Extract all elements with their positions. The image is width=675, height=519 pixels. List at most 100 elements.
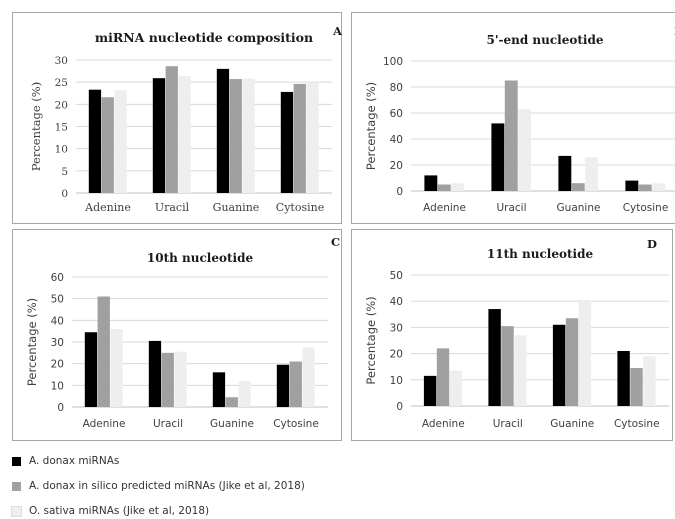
y-tick-label: 40 xyxy=(51,315,64,327)
chart-panel-a: 0 5 10 15 20 25 30 Percentage (%) miRNA nucleoti… xyxy=(12,12,343,224)
legend-item-series-3: O. sativa miRNAs (Jike et al, 2018) xyxy=(11,504,210,518)
bar-adenine-series-1 xyxy=(84,332,98,407)
x-category-label: Cytosine xyxy=(623,202,669,214)
bar-guanine-series-2 xyxy=(565,318,579,406)
y-tick-label: 20 xyxy=(51,359,64,371)
y-tick-label: 25 xyxy=(55,77,68,89)
y-tick-label: 0 xyxy=(396,401,403,413)
chart-title: 10th nucleotide xyxy=(147,251,254,265)
x-category-label: Cytosine xyxy=(276,201,324,214)
bar-adenine-series-2 xyxy=(436,348,450,406)
y-axis-label: Percentage (%) xyxy=(364,296,378,384)
bar-guanine-series-1 xyxy=(552,324,566,406)
bar-guanine-series-1 xyxy=(212,372,226,407)
y-axis-label: Percentage (%) xyxy=(29,82,43,171)
y-tick-label: 20 xyxy=(390,349,403,361)
y-tick-label: 0 xyxy=(61,188,68,200)
chart-svg-d: 0 10 20 30 40 50 Percentage (%) 11th nucleotide… xyxy=(351,229,673,441)
legend-label-series-2: A. donax in silico predicted miRNAs (Jik… xyxy=(29,480,305,492)
bar-uracil-series-1 xyxy=(148,340,162,407)
bar-cytosine-series-1 xyxy=(625,180,639,191)
y-tick-label: 50 xyxy=(390,270,403,282)
bar-guanine-series-1 xyxy=(558,155,572,191)
y-tick-label: 5 xyxy=(61,166,68,178)
bar-uracil-series-3 xyxy=(518,109,532,191)
bar-guanine-series-3 xyxy=(578,299,592,406)
bar-guanine-series-3 xyxy=(242,78,255,193)
panel-letter: C xyxy=(331,235,340,249)
y-tick-label: 20 xyxy=(55,99,68,111)
bar-adenine-series-2 xyxy=(97,296,110,407)
y-axis-label: Percentage (%) xyxy=(25,298,39,386)
legend-item-series-2: A. donax in silico predicted miRNAs (Jik… xyxy=(12,479,305,493)
panel-letter: A xyxy=(332,24,343,38)
bar-cytosine-series-3 xyxy=(643,356,656,406)
x-category-label: Adenine xyxy=(84,201,131,214)
y-tick-label: 0 xyxy=(396,186,403,198)
y-tick-label: 20 xyxy=(390,160,403,172)
chart-title: miRNA nucleotide composition xyxy=(95,30,313,45)
bar-adenine-series-3 xyxy=(449,370,463,406)
x-category-label: Guanine xyxy=(557,202,601,214)
x-category-label: Guanine xyxy=(550,418,594,430)
bar-adenine-series-1 xyxy=(88,89,102,193)
chart-panel-c: 0 10 20 30 40 50 60 Percentage (%) 10th nucleoti… xyxy=(12,229,342,441)
bar-adenine-series-2 xyxy=(101,97,114,193)
bar-uracil-series-2 xyxy=(165,66,178,193)
x-category-label: Adenine xyxy=(422,418,465,430)
y-tick-label: 30 xyxy=(55,55,68,67)
bar-uracil-series-1 xyxy=(488,309,501,406)
y-tick-label: 30 xyxy=(390,322,403,334)
y-tick-label: 80 xyxy=(390,82,403,94)
chart-svg-b: 0 20 40 60 80 100 Percentage (%) 5'-end nucleot… xyxy=(351,12,675,224)
bar-uracil-series-3 xyxy=(178,75,191,193)
y-tick-label: 10 xyxy=(55,144,68,156)
bar-guanine-series-3 xyxy=(585,157,599,191)
bar-uracil-series-2 xyxy=(161,352,174,407)
legend-label-series-3: O. sativa miRNAs (Jike et al, 2018) xyxy=(29,505,210,517)
legend-label-series-1: A. donax miRNAs xyxy=(29,455,120,467)
bar-cytosine-series-2 xyxy=(289,361,302,407)
x-category-label: Cytosine xyxy=(273,418,319,430)
x-category-label: Cytosine xyxy=(614,418,660,430)
y-tick-label: 10 xyxy=(51,380,64,392)
bar-cytosine-series-1 xyxy=(276,364,290,407)
y-tick-label: 15 xyxy=(55,122,68,134)
bar-uracil-series-2 xyxy=(501,326,514,406)
bar-adenine-series-1 xyxy=(424,175,438,191)
bar-adenine-series-3 xyxy=(114,90,127,193)
chart-title: 11th nucleotide xyxy=(487,247,594,261)
x-category-label: Guanine xyxy=(210,418,254,430)
bar-adenine-series-1 xyxy=(423,375,437,406)
bar-guanine-series-2 xyxy=(225,397,238,407)
bar-cytosine-series-2 xyxy=(293,83,306,193)
bar-guanine-series-2 xyxy=(229,79,242,193)
x-category-label: Uracil xyxy=(153,418,183,430)
bar-cytosine-series-2 xyxy=(638,184,652,191)
y-tick-label: 100 xyxy=(383,56,403,68)
legend-swatch-series-3 xyxy=(11,505,22,517)
legend-item-series-1: A. donax miRNAs xyxy=(12,454,119,468)
x-category-label: Guanine xyxy=(213,201,260,214)
legend-swatch-series-1 xyxy=(12,456,21,466)
bar-adenine-series-3 xyxy=(110,329,123,407)
chart-svg-a: 0 5 10 15 20 25 30 Percentage (%) miRNA nucleoti… xyxy=(12,12,343,224)
x-category-label: Adenine xyxy=(423,202,466,214)
bar-cytosine-series-3 xyxy=(652,183,666,191)
bar-guanine-series-2 xyxy=(571,183,585,191)
y-tick-label: 30 xyxy=(51,337,64,349)
bar-adenine-series-2 xyxy=(437,184,451,191)
y-tick-label: 60 xyxy=(390,108,403,120)
bar-guanine-series-1 xyxy=(216,68,230,193)
bar-uracil-series-1 xyxy=(491,123,505,191)
chart-title: 5'-end nucleotide xyxy=(486,33,603,47)
bar-cytosine-series-2 xyxy=(630,368,643,406)
bar-uracil-series-3 xyxy=(174,351,187,407)
x-category-label: Adenine xyxy=(83,418,126,430)
legend-swatch-series-2 xyxy=(12,481,21,491)
y-tick-label: 40 xyxy=(390,296,403,308)
y-axis-label: Percentage (%) xyxy=(364,82,378,170)
chart-svg-c: 0 10 20 30 40 50 60 Percentage (%) 10th nucleoti… xyxy=(12,229,342,441)
y-tick-label: 50 xyxy=(51,294,64,306)
bar-adenine-series-3 xyxy=(451,183,465,191)
